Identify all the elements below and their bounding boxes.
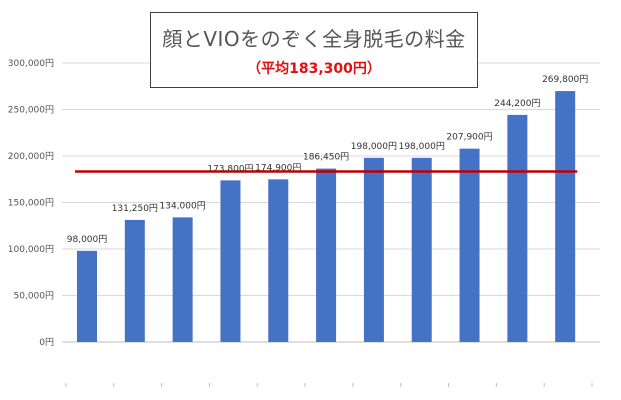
data-label-3: 134,000円 [160,200,206,211]
bar-8 [411,157,432,342]
bar-2 [124,219,145,342]
bar-3 [172,217,193,342]
y-tick-label: 150,000円 [8,198,54,209]
y-tick-label: 200,000円 [8,151,54,162]
bar-6 [316,168,337,342]
bar-5 [268,179,289,342]
data-label-11: 269,800円 [542,74,588,85]
bar-4 [220,180,241,342]
bar-11 [555,91,576,342]
y-tick-label: 100,000円 [8,244,54,255]
chart-title-box: 顔とVIOをのぞく全身脱毛の料金 （平均183,300円） [150,12,478,88]
y-axis-ticks: 0円 50,000円 100,000円 150,000円 200,000円 250,000… [8,58,54,348]
data-label-2: 131,250円 [112,203,158,214]
bar-9 [459,148,480,342]
y-tick-label: 50,000円 [14,291,55,302]
y-tick-label: 0円 [39,337,54,348]
bars [77,91,576,342]
data-label-1: 98,000円 [67,234,108,245]
chart-subtitle: （平均183,300円） [247,61,381,77]
data-label-7: 198,000円 [351,141,397,152]
data-label-5: 174,900円 [255,162,301,173]
data-label-8: 198,000円 [399,141,445,152]
x-axis [65,383,593,387]
y-tick-label: 300,000円 [8,58,54,69]
y-tick-label: 250,000円 [8,105,54,116]
data-label-6: 186,450円 [303,152,349,163]
bar-1 [77,250,97,342]
chart-title: 顔とVIOをのぞく全身脱毛の料金 [162,27,466,51]
bar-10 [507,114,528,342]
data-label-4: 173,800円 [207,163,253,174]
bar-7 [363,157,384,342]
data-label-10: 244,200円 [494,98,540,109]
data-label-9: 207,900円 [446,132,492,143]
